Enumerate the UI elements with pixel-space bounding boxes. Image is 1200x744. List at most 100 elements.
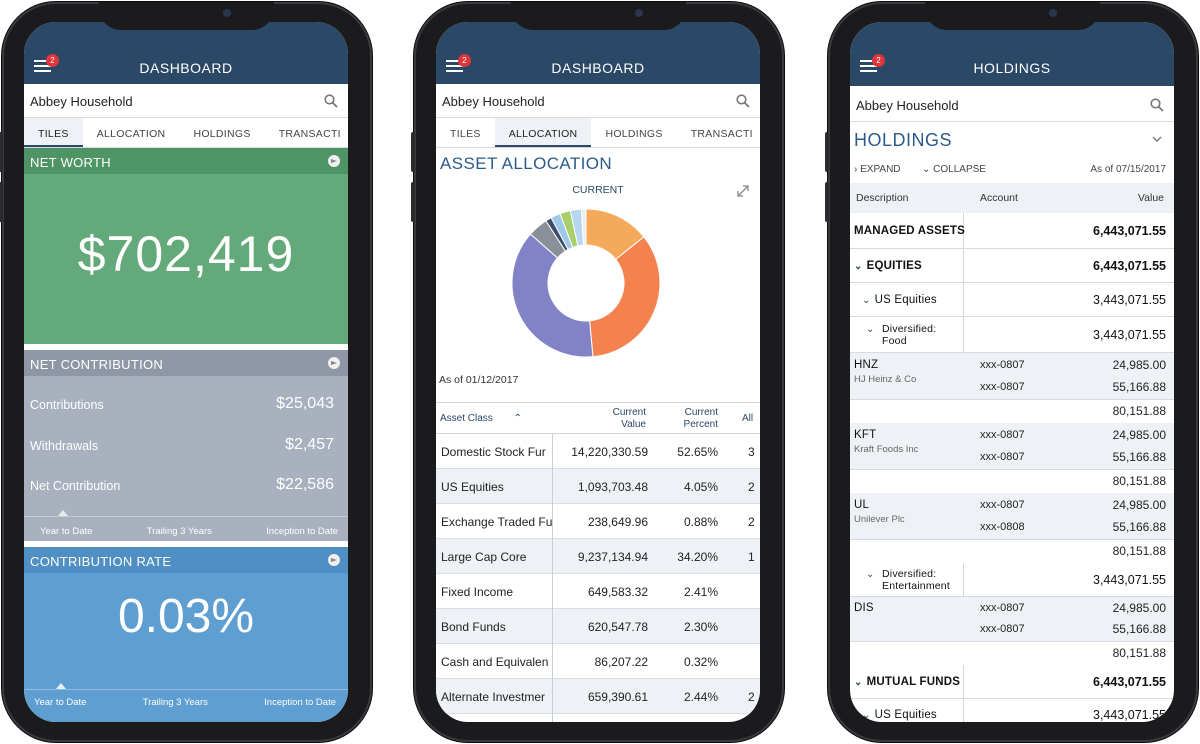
notch [511,2,686,30]
search-icon[interactable] [1150,98,1164,112]
managed-assets-label: MANAGED ASSETS [854,225,965,237]
phone-dashboard-tiles: 2 DASHBOARD Abbey Household TILES ALLOCA… [0,2,372,742]
allocation-row[interactable]: Bond Funds 620,547.78 2.30% [436,609,760,644]
col-asset-class[interactable]: Asset Class ⌃ [440,413,522,424]
net-contribution-tile[interactable]: NET CONTRIBUTION Contributions $25,043 W… [24,350,348,541]
chevron-down-icon: ⌄ [866,569,875,580]
allocation-row[interactable]: US Equities 1,093,703.48 4.05% 2 [436,469,760,504]
tab-allocation[interactable]: ALLOCATION [494,118,592,147]
ticker-hnz: HNZ [854,359,879,371]
tab-transactions[interactable]: TRANSACTI [278,128,341,140]
tab-holdings[interactable]: HOLDINGS [193,128,251,140]
current-percent: 2.44% [683,690,718,704]
period-trailing-3y[interactable]: Trailing 3 Years [146,526,212,537]
menu-icon[interactable] [860,60,877,73]
account-amount: 55,166.88 [1112,520,1166,534]
account-amount: 55,166.88 [1112,622,1166,636]
menu-icon[interactable] [34,60,51,73]
tab-holdings[interactable]: HOLDINGS [605,128,663,140]
as-of-date: As of 01/12/2017 [439,374,519,386]
allocation-row[interactable]: Domestic Stock Fur 14,220,330.59 52.65% 3 [436,434,760,469]
search-icon[interactable] [736,94,750,108]
allocation-row[interactable]: International Equiti200,002.000.75% [436,714,760,722]
col-allocation[interactable]: All [742,413,754,424]
chevron-right-icon: › [854,164,858,175]
arrow-right-icon[interactable] [328,554,340,566]
allocation-cell: 2 [748,690,755,704]
current-value: 620,547.78 [587,620,648,634]
current-percent: 34.20% [677,550,718,564]
header-title: HOLDINGS [973,60,1051,76]
search-icon[interactable] [324,94,338,108]
chart-label: CURRENT [572,184,624,196]
net-worth-tile[interactable]: NET WORTH $702,419 [24,148,348,344]
period-inception[interactable]: Inception to Date [264,697,336,708]
chevron-down-icon: ⌄ [866,324,875,335]
household-search[interactable]: Abbey Household [850,86,1174,122]
us-equities-row-2[interactable]: ⌄ US Equities 3,443,071.55 [850,699,1174,722]
chevron-down-icon[interactable] [1152,134,1162,144]
us-equities-row[interactable]: ⌄ US Equities 3,443,071.55 [850,283,1174,317]
volume-button [0,132,3,172]
expand-icon[interactable] [736,184,750,198]
header-title: DASHBOARD [551,60,645,76]
period-indicator [58,510,68,516]
col-description[interactable]: Description [856,192,909,204]
allocation-row[interactable]: Fixed Income 649,583.32 2.41% [436,574,760,609]
holding-total: 80,151.88 [1112,544,1166,558]
period-trailing-3y[interactable]: Trailing 3 Years [142,697,208,708]
tab-tiles[interactable]: TILES [24,118,83,147]
period-inception[interactable]: Inception to Date [266,526,338,537]
mutual-funds-row[interactable]: ⌄ MUTUAL FUNDS 6,443,071.55 [850,665,1174,699]
arrow-right-icon[interactable] [328,155,340,167]
tab-tiles[interactable]: TILES [450,128,481,140]
holding-kft[interactable]: KFT Kraft Foods Inc xxx-0807 24,985.00 x… [850,423,1174,493]
account-amount: 24,985.00 [1112,358,1166,372]
donut-slice[interactable] [580,208,587,246]
diversified-food-row[interactable]: ⌄ Diversified: Food 3,443,071.55 [850,317,1174,353]
asset-class-name: Exchange Traded Fu [441,515,553,529]
period-ytd[interactable]: Year to Date [40,526,93,537]
notch [925,2,1100,30]
account-amount: 24,985.00 [1112,498,1166,512]
tab-allocation[interactable]: ALLOCATION [96,128,166,140]
tab-transactions[interactable]: TRANSACTI [690,128,753,140]
holding-total: 80,151.88 [1112,474,1166,488]
header-title: DASHBOARD [139,60,233,76]
period-divider [24,516,348,517]
chevron-down-icon: ⌄ [854,261,863,272]
donut-slice[interactable] [589,236,661,358]
account-amount: 24,985.00 [1112,428,1166,442]
menu-icon[interactable] [446,60,463,73]
col-account[interactable]: Account [980,192,1018,204]
screen: 2 HOLDINGS Abbey Household HOLDINGS › EX… [850,22,1174,722]
contribution-rate-label: CONTRIBUTION RATE [30,554,172,569]
allocation-row[interactable]: Exchange Traded Fu 238,649.96 0.88% 2 [436,504,760,539]
household-search[interactable]: Abbey Household [436,84,760,118]
equities-row[interactable]: ⌄ EQUITIES 6,443,071.55 [850,249,1174,283]
managed-assets-value: 6,443,071.55 [1093,224,1166,238]
account-amount: 55,166.88 [1112,450,1166,464]
period-ytd[interactable]: Year to Date [34,697,87,708]
holding-hnz[interactable]: HNZ HJ Heinz & Co xxx-0807 24,985.00 xxx… [850,353,1174,423]
holding-ul[interactable]: UL Unilever Plc xxx-0807 24,985.00 xxx-0… [850,493,1174,563]
household-search[interactable]: Abbey Household [24,84,348,118]
contribution-rate-tile[interactable]: CONTRIBUTION RATE 0.03% Year to Date Tra… [24,547,348,722]
allocation-donut-chart[interactable] [509,206,663,360]
donut-slice[interactable] [511,233,594,358]
allocation-row[interactable]: Cash and Equivalen 86,207.22 0.32% [436,644,760,679]
allocation-row[interactable]: Large Cap Core 9,237,134.94 34.20% 1 [436,539,760,574]
col-value[interactable]: Value [1137,192,1164,204]
col-current-value[interactable]: Current Value [612,407,646,430]
collapse-button[interactable]: ⌄ COLLAPSE [922,164,986,175]
allocation-row[interactable]: Alternate Investmer 659,390.61 2.44% 2 [436,679,760,714]
equities-value: 6,443,071.55 [1093,259,1166,273]
expand-button[interactable]: › EXPAND [854,164,901,175]
allocation-table-header: Asset Class ⌃ Current Value Current Perc… [436,402,760,434]
holding-dis[interactable]: DIS xxx-0807 24,985.00 xxx-0807 55,166.8… [850,597,1174,665]
arrow-right-icon[interactable] [328,357,340,369]
col-current-percent[interactable]: Current Percent [683,407,718,430]
managed-assets-row[interactable]: MANAGED ASSETS 6,443,071.55 [850,213,1174,249]
diversified-entertainment-row[interactable]: ⌄ Diversified: Entertainment 3,443,071.55 [850,563,1174,597]
contribution-row: Contributions $25,043 [30,395,334,412]
